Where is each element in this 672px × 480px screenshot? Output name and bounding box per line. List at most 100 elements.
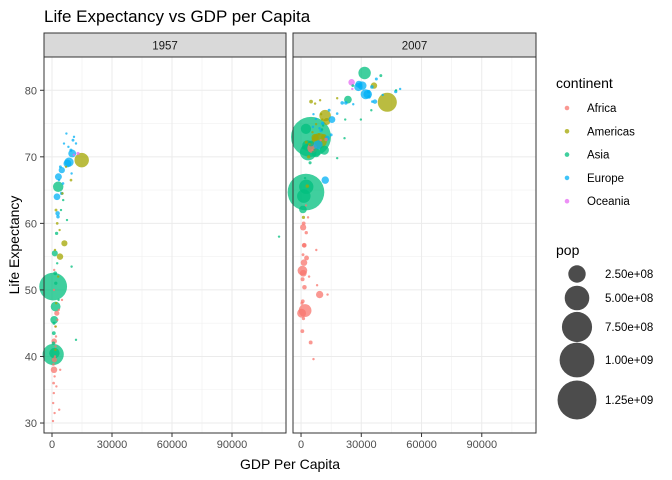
y-tick-label: 70 <box>25 152 37 164</box>
data-point-africa <box>300 277 305 282</box>
data-point-europe <box>381 93 384 97</box>
size-legend-items: 2.50e+08 5.00e+08 7.50e+08 1.00e+09 1.25e+09 <box>557 265 653 420</box>
data-point-asia <box>303 176 307 180</box>
data-point-europe <box>320 121 325 126</box>
color-legend-title: continent <box>556 75 613 91</box>
data-point-europe <box>314 117 318 121</box>
data-point-asia <box>53 271 58 276</box>
data-point-africa <box>308 340 313 345</box>
data-point-africa <box>58 408 61 411</box>
data-point-asia <box>55 262 59 265</box>
data-point-americas <box>61 192 64 195</box>
data-point-europe <box>58 167 65 174</box>
points-1957 <box>39 132 281 423</box>
data-point-americas <box>335 97 339 100</box>
data-point-asia <box>321 124 325 127</box>
panel-border-2007 <box>292 56 537 434</box>
data-point-americas <box>309 99 313 104</box>
data-point-africa <box>307 275 311 278</box>
data-point-europe <box>56 214 60 219</box>
color-legend-items: Africa Americas Asia Europe Oceania <box>558 99 635 211</box>
x-tick-label: 0 <box>49 439 55 451</box>
color-legend: continent Africa Americas Asia Europe Oceani… <box>556 75 635 211</box>
data-point-africa <box>50 366 58 374</box>
y-tick-label: 50 <box>25 285 37 297</box>
x-tick-label: 90000 <box>217 439 248 451</box>
data-point-asia <box>70 265 73 268</box>
data-point-europe <box>321 176 329 184</box>
data-point-africa <box>324 137 328 142</box>
data-point-asia <box>65 218 69 222</box>
data-point-africa <box>304 204 308 207</box>
panel-background <box>44 57 286 433</box>
data-point-americas <box>323 118 331 126</box>
size-legend-label: 1.00e+09 <box>605 355 653 367</box>
data-point-asia <box>52 181 64 192</box>
data-point-africa <box>304 231 308 235</box>
data-point-oceania <box>348 79 355 86</box>
size-legend-label: 1.25e+09 <box>605 395 653 407</box>
data-point-americas <box>304 140 308 144</box>
data-point-europe <box>313 140 323 150</box>
data-point-africa <box>52 401 55 405</box>
facet-label-2007: 2007 <box>402 41 428 53</box>
data-point-oceania <box>76 151 80 156</box>
data-point-americas <box>308 142 311 146</box>
data-point-africa <box>316 290 324 299</box>
data-point-africa <box>60 298 64 302</box>
y-tick-label: 80 <box>25 85 37 97</box>
data-point-europe <box>69 148 73 152</box>
data-point-africa <box>300 224 307 231</box>
data-point-africa <box>301 221 306 226</box>
data-point-africa <box>301 253 305 257</box>
y-axis-title: Life Expectancy <box>6 196 22 295</box>
data-point-asia <box>370 109 373 112</box>
data-point-americas <box>61 240 68 247</box>
data-point-asia <box>52 321 56 325</box>
legend-key-oceania <box>564 198 570 204</box>
data-point-africa <box>54 335 58 338</box>
data-point-europe <box>63 159 72 168</box>
size-legend-label: 2.50e+08 <box>605 269 653 281</box>
legend-key-africa <box>564 105 570 111</box>
data-point-americas <box>53 248 57 252</box>
data-point-asia <box>379 74 383 78</box>
legend-label-oceania: Oceania <box>587 196 630 208</box>
data-point-africa <box>53 268 56 272</box>
data-point-africa <box>301 316 306 321</box>
data-point-africa <box>59 368 62 371</box>
data-point-africa <box>315 248 318 252</box>
data-point-asia <box>343 136 346 140</box>
data-point-africa <box>54 345 57 348</box>
data-point-africa <box>52 288 56 292</box>
data-point-asia <box>51 331 56 336</box>
data-point-europe <box>372 99 378 104</box>
data-point-asia <box>351 84 355 88</box>
data-point-europe <box>53 193 61 201</box>
data-point-europe <box>329 133 333 137</box>
data-point-europe <box>58 165 62 169</box>
data-point-europe <box>352 103 355 106</box>
data-point-europe <box>72 135 76 139</box>
size-legend-key <box>557 380 597 420</box>
data-point-europe <box>70 172 73 175</box>
legend-label-asia: Asia <box>587 150 610 162</box>
data-point-asia <box>62 198 65 202</box>
data-point-americas <box>311 133 319 142</box>
data-point-africa <box>302 243 307 248</box>
gridlines-1957 <box>44 57 286 433</box>
data-point-asia <box>300 123 312 134</box>
data-point-americas <box>311 131 314 134</box>
y-tick-label: 30 <box>25 418 37 430</box>
data-point-africa <box>312 357 315 361</box>
data-point-europe <box>371 100 374 103</box>
x-tick-label: 90000 <box>466 439 497 451</box>
data-point-asia <box>74 338 78 342</box>
y-axis: 30 40 50 60 70 80 <box>25 85 44 430</box>
legend-label-africa: Africa <box>587 103 617 115</box>
data-point-americas <box>57 275 60 278</box>
data-point-africa <box>311 148 314 152</box>
x-tick-label: 0 <box>298 439 304 451</box>
data-point-africa <box>300 259 308 266</box>
